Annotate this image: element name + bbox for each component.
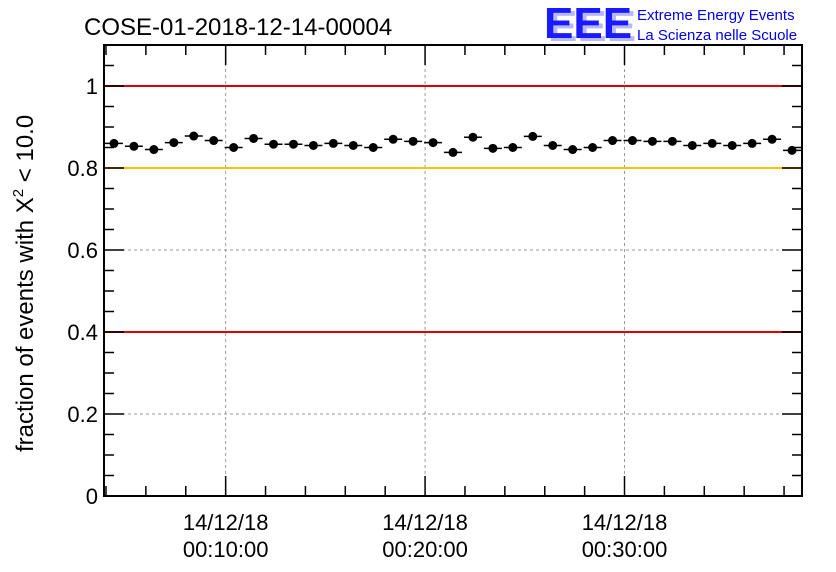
point-marker — [687, 140, 697, 150]
point-marker — [129, 141, 139, 151]
point-marker — [288, 139, 298, 149]
point-marker — [328, 138, 338, 148]
point-marker — [747, 138, 757, 148]
point-marker — [488, 143, 498, 153]
data-point — [743, 138, 762, 148]
point-marker — [707, 138, 717, 148]
data-point — [144, 145, 163, 155]
data-point — [364, 143, 383, 152]
plot-frame — [103, 44, 803, 497]
y-axis-label-prefix: fraction of events with — [12, 213, 39, 452]
data-point — [184, 131, 203, 141]
point-marker — [169, 138, 179, 148]
x-tick-label-date: 14/12/18 — [183, 510, 269, 535]
data-point — [563, 145, 582, 155]
data-point — [284, 139, 303, 149]
y-tick-label: 0 — [86, 484, 98, 509]
y-axis-label-suffix: < 10.0 — [12, 115, 39, 189]
x-tick-label-date: 14/12/18 — [382, 510, 468, 535]
data-point — [224, 143, 243, 152]
point-marker — [568, 145, 578, 155]
grid — [104, 45, 802, 496]
logo-mark-shadow: EEE — [548, 2, 636, 51]
data-point — [583, 143, 602, 152]
data-point — [344, 140, 363, 150]
point-marker — [528, 131, 538, 141]
point-marker — [548, 140, 558, 150]
point-marker — [727, 140, 737, 150]
data-point — [164, 138, 183, 148]
data-point — [703, 138, 722, 148]
data-point — [643, 136, 662, 146]
y-tick-label: 0.6 — [67, 238, 98, 263]
point-marker — [109, 138, 119, 148]
y-axis-label-chi: X — [12, 197, 39, 213]
data-point — [783, 145, 802, 155]
point-marker — [249, 133, 259, 143]
point-marker — [348, 140, 358, 150]
point-marker — [149, 145, 159, 155]
data-point — [623, 136, 642, 146]
point-marker — [388, 134, 398, 144]
data-point — [104, 138, 123, 148]
data-point — [384, 134, 403, 144]
point-marker — [468, 132, 478, 142]
chart-title: COSE-01-2018-12-14-00004 — [84, 14, 392, 41]
data-point — [304, 140, 323, 150]
point-marker — [787, 145, 797, 155]
y-tick-label: 0.2 — [67, 402, 98, 427]
data-point — [444, 147, 462, 157]
point-marker — [508, 143, 518, 152]
point-marker — [269, 139, 279, 149]
x-tick-label-time: 00:10:00 — [183, 537, 269, 562]
point-marker — [627, 136, 637, 146]
data-point — [663, 136, 682, 146]
point-marker — [209, 136, 219, 146]
data-point — [483, 143, 502, 153]
data-point — [603, 136, 622, 146]
point-marker — [308, 140, 318, 150]
data-point — [463, 132, 482, 142]
data-point — [204, 136, 223, 146]
data-points — [104, 131, 802, 157]
x-tick-label-time: 00:20:00 — [382, 537, 468, 562]
data-point — [763, 134, 782, 144]
eee-logo: EEE EEE Extreme Energy Events La Scienza… — [544, 0, 797, 51]
point-marker — [408, 136, 418, 146]
point-marker — [667, 136, 677, 146]
x-tick-label-time: 00:30:00 — [582, 537, 668, 562]
y-axis-label-sup: 2 — [10, 189, 27, 197]
y-tick-label: 0.4 — [67, 320, 98, 345]
x-tick-label-date: 14/12/18 — [582, 510, 668, 535]
point-marker — [189, 131, 199, 141]
y-axis-label: fraction of events with X2 < 10.0 — [10, 115, 39, 452]
data-point — [324, 138, 343, 148]
data-point — [404, 136, 423, 146]
data-point — [723, 140, 742, 150]
point-marker — [428, 138, 438, 148]
data-point — [523, 131, 542, 141]
data-point — [683, 140, 702, 150]
point-marker — [448, 147, 458, 157]
point-marker — [767, 134, 777, 144]
data-point — [503, 143, 522, 152]
point-marker — [647, 136, 657, 146]
logo-line-2: La Scienza nelle Scuole — [637, 27, 797, 44]
data-point — [264, 139, 283, 149]
data-point — [424, 138, 443, 148]
point-marker — [368, 143, 378, 152]
reference-lines — [104, 85, 802, 333]
logo-mark: EEE — [544, 0, 632, 48]
logo-line-1: Extreme Energy Events — [637, 7, 795, 24]
data-point — [124, 141, 143, 151]
point-marker — [229, 143, 239, 152]
point-marker — [588, 143, 598, 152]
data-point — [543, 140, 562, 150]
data-point — [244, 133, 263, 143]
axes: 00.20.40.60.8114/12/1800:10:0014/12/1800… — [67, 44, 803, 562]
point-marker — [608, 136, 618, 146]
y-tick-label: 0.8 — [67, 156, 98, 181]
y-tick-label: 1 — [86, 74, 98, 99]
